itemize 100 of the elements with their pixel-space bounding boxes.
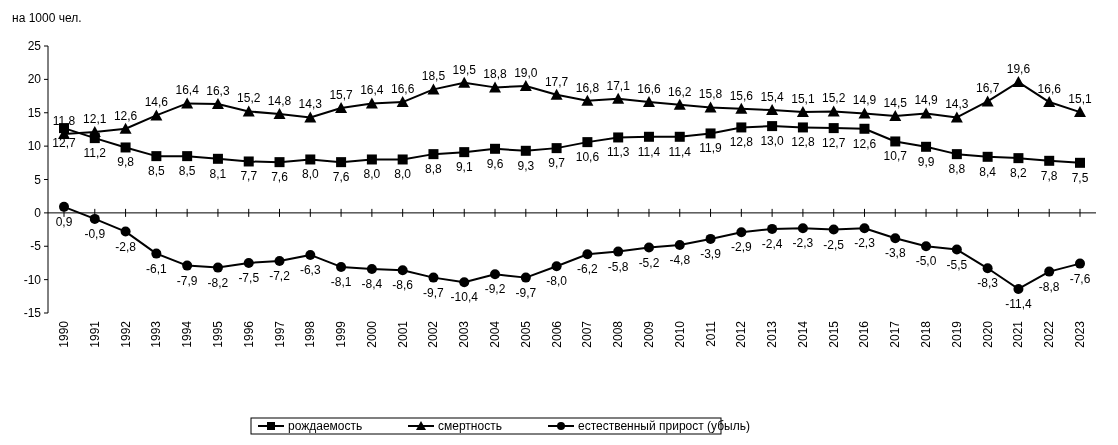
point bbox=[613, 246, 624, 257]
point bbox=[705, 128, 716, 139]
x-tick-label: 1995 bbox=[210, 320, 225, 348]
x-tick-label: 2021 bbox=[1011, 320, 1026, 348]
data-label: -2,3 bbox=[792, 236, 814, 251]
point bbox=[243, 257, 254, 268]
point bbox=[828, 123, 839, 134]
data-label: 12,8 bbox=[791, 135, 815, 150]
point bbox=[858, 107, 871, 119]
data-label: 8,5 bbox=[178, 164, 196, 179]
point bbox=[797, 122, 808, 133]
data-label: 7,6 bbox=[271, 170, 289, 185]
point bbox=[1044, 155, 1055, 166]
point bbox=[304, 111, 317, 123]
data-label: -8,6 bbox=[392, 278, 414, 293]
data-label: -8,8 bbox=[1038, 279, 1060, 294]
point bbox=[797, 223, 808, 234]
x-tick-label: 1999 bbox=[334, 320, 349, 348]
point bbox=[674, 239, 685, 250]
data-label: 12,6 bbox=[852, 136, 877, 151]
data-label: 16,7 bbox=[975, 81, 1000, 96]
point bbox=[182, 151, 193, 162]
legend-label: смертность bbox=[438, 419, 502, 433]
x-tick-label: 2019 bbox=[949, 320, 964, 348]
point bbox=[242, 105, 255, 117]
data-label: 16,6 bbox=[390, 82, 415, 97]
point bbox=[551, 261, 562, 272]
point bbox=[889, 110, 902, 122]
x-tick-label: 2011 bbox=[703, 320, 718, 347]
data-label: -8,3 bbox=[977, 276, 999, 291]
point bbox=[859, 123, 870, 134]
data-label: 18,5 bbox=[421, 69, 446, 84]
y-tick-label: 15 bbox=[27, 105, 42, 120]
point bbox=[520, 145, 531, 156]
data-label: 8,8 bbox=[948, 162, 966, 177]
point bbox=[890, 136, 901, 147]
data-label: 9,6 bbox=[486, 156, 504, 171]
y-tick-label: 5 bbox=[34, 172, 42, 187]
x-tick-label: 2022 bbox=[1042, 320, 1057, 348]
data-label: 10,6 bbox=[575, 150, 600, 165]
data-label: 15,1 bbox=[791, 92, 815, 107]
data-label: 7,5 bbox=[1071, 170, 1089, 185]
point bbox=[951, 244, 962, 255]
data-label: -8,1 bbox=[330, 274, 352, 289]
x-tick-label: 2001 bbox=[395, 320, 410, 348]
data-label: -5,8 bbox=[607, 259, 629, 274]
x-tick-label: 2010 bbox=[672, 320, 687, 348]
data-label: 12,8 bbox=[729, 135, 754, 150]
legend-label: рождаемость bbox=[288, 419, 363, 433]
data-label: 8,4 bbox=[979, 164, 997, 179]
data-label: 17,1 bbox=[606, 78, 631, 93]
x-tick-label: 2000 bbox=[364, 320, 379, 348]
point bbox=[673, 98, 686, 110]
data-label: 19,6 bbox=[1006, 62, 1031, 77]
point bbox=[1044, 266, 1055, 277]
point bbox=[459, 147, 470, 158]
point bbox=[211, 98, 224, 110]
point bbox=[335, 102, 348, 114]
x-tick-label: 2015 bbox=[826, 320, 841, 348]
point bbox=[981, 95, 994, 107]
data-label: 16,8 bbox=[575, 80, 600, 95]
data-label: 9,8 bbox=[117, 155, 135, 170]
point bbox=[642, 96, 655, 108]
data-label: 13,0 bbox=[760, 134, 785, 149]
point bbox=[212, 153, 223, 164]
data-label: -8,4 bbox=[361, 276, 383, 291]
x-tick-label: 2012 bbox=[734, 320, 749, 348]
data-label: -10,4 bbox=[450, 290, 479, 305]
point bbox=[120, 226, 131, 237]
y-tick-label: -5 bbox=[30, 239, 42, 254]
data-label: -7,9 bbox=[176, 273, 198, 288]
point bbox=[243, 156, 254, 167]
point bbox=[827, 105, 840, 117]
x-tick-label: 2009 bbox=[641, 320, 656, 348]
x-tick-label: 2020 bbox=[980, 320, 995, 348]
data-label: 14,5 bbox=[883, 96, 908, 111]
point bbox=[890, 233, 901, 244]
point bbox=[859, 223, 870, 234]
data-label: 9,9 bbox=[917, 154, 935, 169]
data-label: 14,3 bbox=[945, 97, 969, 112]
data-label: 7,8 bbox=[1040, 168, 1058, 183]
x-tick-label: 1994 bbox=[180, 320, 195, 348]
x-tick-label: 2016 bbox=[857, 320, 872, 348]
data-label: -6,1 bbox=[146, 261, 168, 276]
data-label: 9,1 bbox=[455, 160, 473, 175]
point bbox=[1074, 106, 1086, 118]
point bbox=[336, 157, 347, 168]
data-label: 18,8 bbox=[483, 67, 508, 82]
data-label: 8,1 bbox=[209, 166, 227, 181]
y-tick-label: 20 bbox=[27, 72, 42, 87]
point bbox=[1012, 76, 1025, 88]
data-label: -7,5 bbox=[238, 270, 260, 285]
point bbox=[735, 102, 748, 114]
point bbox=[366, 263, 377, 274]
point bbox=[151, 248, 162, 259]
point bbox=[119, 122, 132, 134]
point bbox=[921, 241, 932, 252]
data-label: 12,1 bbox=[83, 112, 107, 127]
data-label: 19,0 bbox=[514, 66, 538, 81]
point bbox=[796, 106, 809, 118]
